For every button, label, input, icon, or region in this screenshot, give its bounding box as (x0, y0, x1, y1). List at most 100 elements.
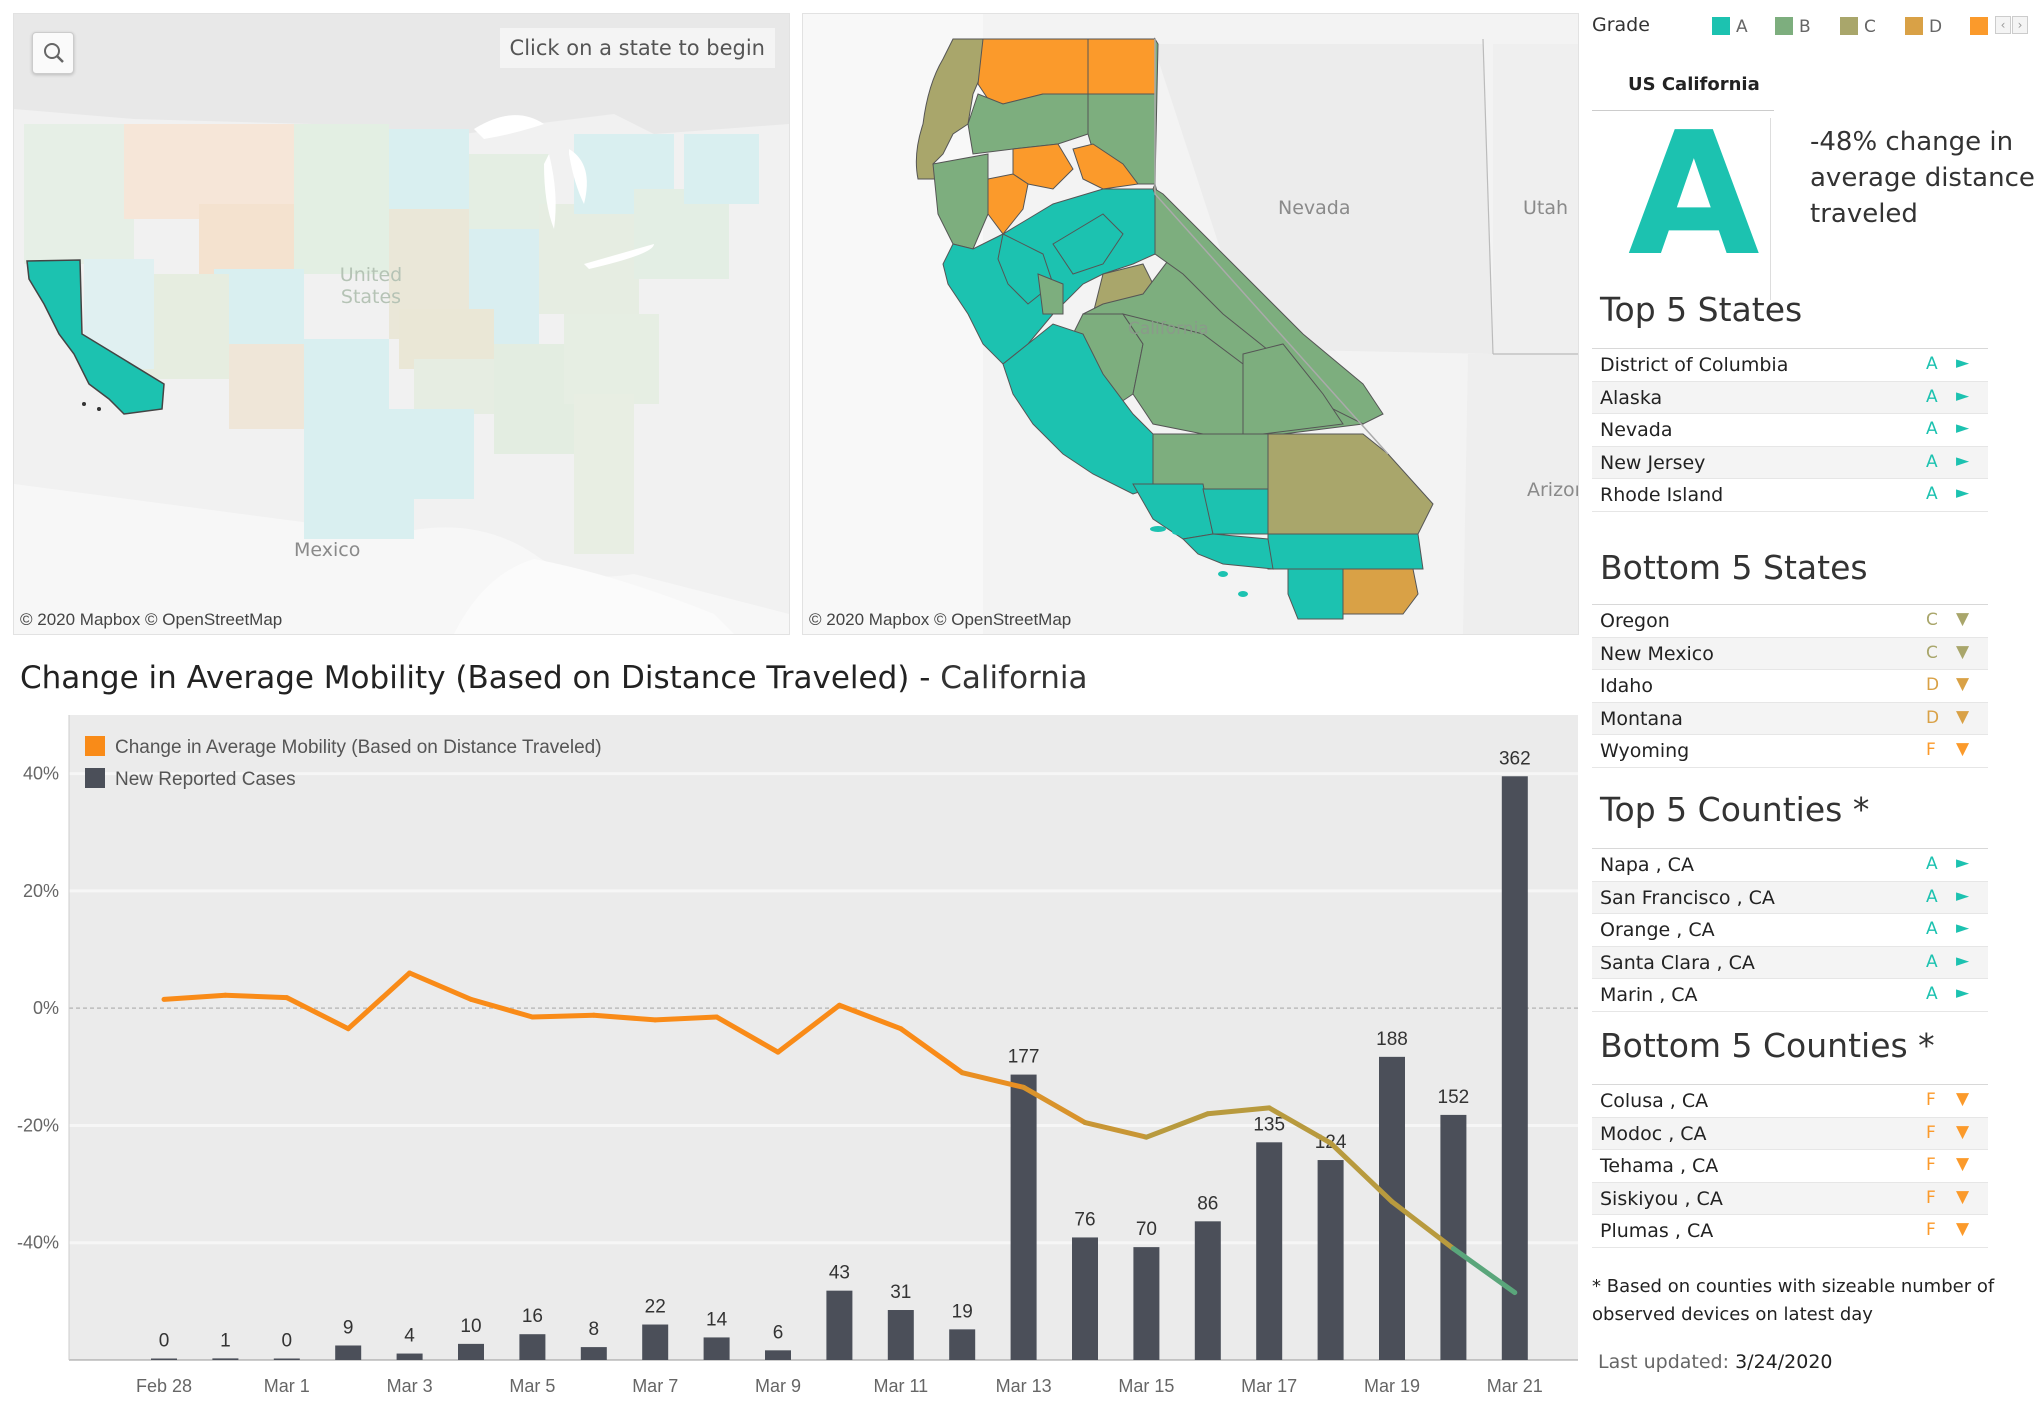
legend-item-d[interactable]: D (1905, 17, 1942, 37)
top-state-grade: A (1926, 354, 1938, 374)
legend-item-b[interactable]: B (1775, 17, 1811, 37)
legend-swatch (1712, 17, 1730, 35)
grade-legend-title: Grade (1592, 14, 1650, 36)
x-tick-label: Mar 7 (632, 1376, 678, 1396)
mobility-line-segment (898, 1026, 965, 1076)
bottom-state-name: New Mexico (1600, 642, 1714, 665)
bottom-county-row[interactable]: Tehama , CA F ▼ (1592, 1150, 1988, 1183)
bar-new-cases (151, 1358, 177, 1360)
mobility-line-segment (1328, 1140, 1395, 1205)
bottom-county-name: Colusa , CA (1600, 1090, 1709, 1112)
map-credit: © 2020 Mapbox © OpenStreetMap (809, 610, 1072, 629)
mobility-line-segment (1450, 1246, 1518, 1296)
mobility-chart[interactable]: 40% 20% 0% -20% -40% 0 1 0 9 4 10 16 8 22 14 6 43 31 19 177… (13, 715, 1578, 1405)
top-state-row[interactable]: Nevada A ► (1592, 414, 1988, 447)
bottom-state-name: Montana (1600, 707, 1683, 730)
top-county-row[interactable]: Marin , CA A ► (1592, 979, 1988, 1012)
top-county-row[interactable]: Napa , CA A ► (1592, 849, 1988, 882)
trend-down-icon: ▼ (1956, 1219, 1970, 1240)
bar-data-label: 152 (1438, 1087, 1470, 1108)
legend-item-c[interactable]: C (1840, 17, 1876, 37)
top-state-row[interactable]: Alaska A ► (1592, 381, 1988, 415)
bar-data-label: 8 (589, 1319, 600, 1340)
map-label-mexico: Mexico (294, 539, 361, 561)
bottom-county-grade: F (1926, 1155, 1936, 1176)
bottom-state-row[interactable]: New Mexico C ▼ (1592, 637, 1988, 671)
y-tick-label: 20% (23, 881, 59, 901)
x-tick-label: Mar 19 (1364, 1376, 1420, 1396)
top-county-row[interactable]: San Francisco , CA A ► (1592, 881, 1988, 915)
bar-new-cases (396, 1353, 423, 1360)
bar-new-cases (1072, 1237, 1098, 1360)
legend-swatch (1840, 17, 1858, 35)
top-state-grade: A (1926, 419, 1938, 440)
footnote-line2: observed devices on latest day (1592, 1304, 1873, 1325)
bottom-state-grade: F (1926, 740, 1936, 761)
bottom-county-name: Plumas , CA (1600, 1220, 1714, 1243)
bar-data-label: 70 (1136, 1219, 1157, 1240)
summary-grade: A (1628, 96, 1760, 294)
bottom-state-row[interactable]: Wyoming F ▼ (1592, 735, 1988, 768)
bar-data-label: 0 (282, 1331, 293, 1352)
top-state-row[interactable]: District of Columbia A ► (1592, 349, 1988, 382)
trend-down-icon: ▼ (1956, 1154, 1970, 1175)
bar-new-cases (826, 1290, 853, 1360)
top-county-name: San Francisco , CA (1600, 886, 1775, 909)
top-state-row[interactable]: Rhode Island A ► (1592, 479, 1988, 512)
mobility-line-segment (1143, 1111, 1211, 1140)
bar-data-label: 76 (1074, 1209, 1095, 1230)
summary-change-line1: -48% change in (1810, 127, 2014, 157)
bottom-county-row[interactable]: Plumas , CA F ▼ (1592, 1215, 1988, 1248)
bottom-state-grade: C (1926, 642, 1938, 663)
legend-swatch (1775, 17, 1793, 35)
bar-new-cases (1010, 1074, 1037, 1360)
bottom-state-row[interactable]: Oregon C ▼ (1592, 605, 1988, 638)
bottom-county-name: Modoc , CA (1600, 1122, 1707, 1145)
top-county-row[interactable]: Santa Clara , CA A ► (1592, 946, 1988, 980)
us-map[interactable]: Click on a state to begin United States … (13, 13, 790, 635)
trend-right-icon: ► (1956, 950, 1970, 971)
summary-state: US California (1628, 74, 1760, 95)
bar-data-label: 86 (1197, 1193, 1218, 1214)
mobility-line-segment (529, 1012, 597, 1020)
bottom-state-row[interactable]: Montana D ▼ (1592, 702, 1988, 736)
chart-title-main: Change in Average Mobility (Based on Dis… (20, 660, 941, 696)
top-county-row[interactable]: Orange , CA A ► (1592, 914, 1988, 947)
bottom-county-row[interactable]: Modoc , CA F ▼ (1592, 1117, 1988, 1151)
top-county-grade: A (1926, 919, 1938, 940)
chart-title: Change in Average Mobility (Based on Dis… (20, 660, 1088, 696)
mobility-line-segment (222, 992, 290, 1001)
top-state-row[interactable]: New Jersey A ► (1592, 446, 1988, 480)
chart-title-state: California (940, 660, 1088, 696)
map-label-us: United States (339, 264, 403, 308)
top-states-title: Top 5 States (1600, 290, 1803, 329)
mobility-line-segment (161, 992, 228, 1002)
bottom-state-grade: D (1926, 675, 1940, 696)
bottom-county-row[interactable]: Colusa , CA F ▼ (1592, 1085, 1988, 1118)
legend-item-a[interactable]: A (1712, 17, 1748, 37)
bar-data-label: 22 (645, 1297, 666, 1318)
legend-scroll-left-icon[interactable]: ‹ (1995, 16, 2011, 34)
legend-swatch-cases (85, 768, 105, 788)
california-map[interactable]: Nevada Utah Arizor California © 2020 Map… (802, 13, 1579, 635)
bar-new-cases (335, 1345, 362, 1360)
footnote: * Based on counties with sizeable number… (1592, 1273, 1994, 1329)
trend-right-icon: ► (1956, 418, 1970, 439)
x-tick-label: Mar 11 (873, 1376, 928, 1396)
bar-data-label: 177 (1008, 1047, 1040, 1068)
bottom-state-row[interactable]: Idaho D ▼ (1592, 670, 1988, 703)
last-updated-date: 3/24/2020 (1735, 1351, 1833, 1373)
bar-new-cases (273, 1358, 300, 1360)
summary-change-line2: average distance (1810, 163, 2035, 193)
bottom-county-grade: F (1926, 1090, 1936, 1110)
trend-right-icon: ► (1956, 983, 1970, 1004)
bottom-county-row[interactable]: Siskiyou , CA F ▼ (1592, 1182, 1988, 1216)
grade-panel: Grade ABCDF ‹ › US California A -48% cha… (1590, 0, 2042, 1426)
y-tick-label: 0% (33, 998, 59, 1018)
legend-scroll-right-icon[interactable]: › (2012, 16, 2028, 34)
top-county-grade: A (1926, 886, 1938, 907)
top-state-name: Alaska (1600, 386, 1663, 409)
map-search-button[interactable] (32, 32, 74, 74)
bar-new-cases (1133, 1247, 1160, 1360)
top-counties-title: Top 5 Counties * (1600, 790, 1870, 829)
